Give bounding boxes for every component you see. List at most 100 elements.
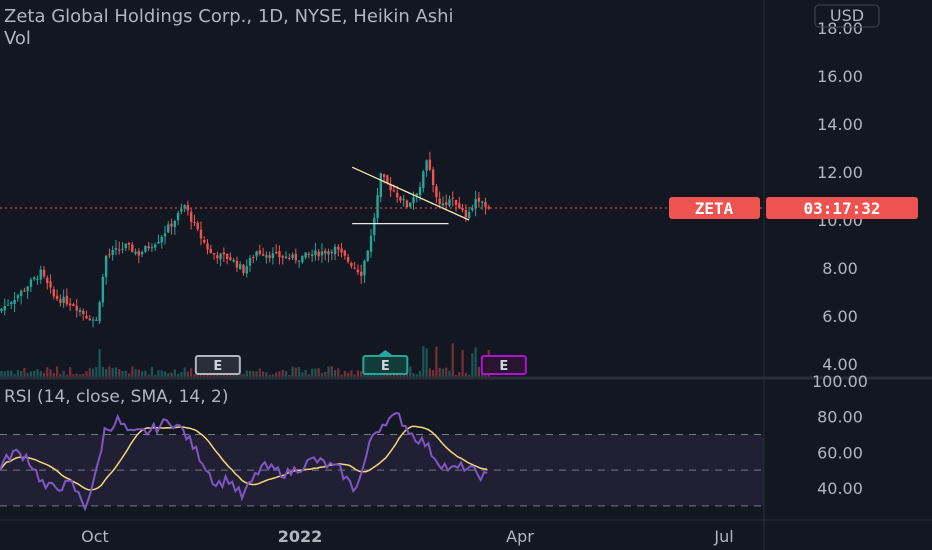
volume-bar bbox=[432, 369, 435, 377]
candle-body bbox=[65, 295, 69, 305]
candle-body bbox=[317, 251, 320, 257]
symbol-tag-label: ZETA bbox=[695, 199, 734, 218]
candle-body bbox=[379, 173, 383, 197]
volume-bar bbox=[471, 353, 474, 377]
volume-bar bbox=[409, 366, 412, 377]
volume-bar bbox=[441, 368, 445, 377]
candle-body bbox=[425, 160, 428, 171]
candle-body bbox=[448, 199, 451, 206]
volume-bar bbox=[176, 373, 180, 377]
candle-body bbox=[412, 197, 415, 203]
rsi-label: RSI (14, close, SMA, 14, 2) bbox=[4, 387, 228, 407]
candle-body bbox=[88, 318, 91, 321]
candle-body bbox=[376, 195, 379, 219]
candle-body bbox=[36, 278, 39, 280]
candle-body bbox=[248, 257, 252, 266]
candle-body bbox=[108, 254, 111, 256]
candle-body bbox=[314, 250, 317, 256]
volume-bar bbox=[131, 366, 134, 377]
candle-body bbox=[176, 213, 180, 221]
candle-body bbox=[6, 304, 10, 306]
candle-body bbox=[274, 252, 278, 254]
candle-body bbox=[389, 184, 392, 191]
earnings-marker[interactable]: E bbox=[480, 355, 527, 375]
volume-bar bbox=[288, 374, 291, 377]
earnings-marker[interactable]: E bbox=[362, 350, 409, 375]
volume-bar bbox=[62, 370, 65, 377]
candle-body bbox=[124, 243, 127, 248]
candle-body bbox=[294, 253, 297, 261]
candle-body bbox=[356, 269, 360, 273]
candle-body bbox=[95, 319, 98, 321]
candle-body bbox=[431, 169, 435, 186]
rsi-band bbox=[0, 434, 764, 507]
volume-bar bbox=[284, 370, 288, 377]
candle-body bbox=[232, 259, 235, 262]
candle-body bbox=[209, 248, 212, 253]
volume-bar bbox=[190, 368, 193, 377]
volume-bar bbox=[340, 374, 343, 377]
candle-body bbox=[104, 255, 108, 278]
time-tick-label: Jul bbox=[713, 527, 733, 546]
candle-body bbox=[114, 248, 118, 250]
candle-body bbox=[203, 240, 206, 243]
volume-bar bbox=[134, 369, 137, 377]
drawing-annotations[interactable] bbox=[0, 166, 764, 225]
volume-bar bbox=[33, 370, 36, 377]
trendline[interactable] bbox=[351, 166, 470, 221]
volume-bar bbox=[20, 370, 23, 377]
volume-bar bbox=[88, 368, 91, 377]
volume-bar bbox=[39, 371, 42, 377]
volume-bar bbox=[317, 368, 320, 377]
volume-bar bbox=[26, 372, 29, 377]
volume-bar bbox=[474, 347, 477, 377]
candle-body bbox=[239, 264, 242, 270]
price-tag[interactable]: ZETA 03:17:32 bbox=[669, 197, 918, 219]
earnings-marker[interactable]: E bbox=[194, 355, 241, 375]
volume-bar bbox=[281, 369, 284, 377]
volume-bar bbox=[412, 373, 415, 377]
candle-body bbox=[464, 209, 468, 218]
candle-body bbox=[98, 302, 101, 322]
currency-badge[interactable] bbox=[814, 4, 880, 28]
candle-body bbox=[428, 159, 432, 170]
candle-body bbox=[422, 171, 425, 189]
volume-bar bbox=[91, 368, 95, 377]
volume-bar bbox=[36, 369, 39, 377]
candle-body bbox=[255, 251, 258, 257]
symbol-tag bbox=[669, 197, 760, 219]
volume-bar bbox=[16, 370, 19, 377]
candle-body bbox=[222, 252, 226, 255]
candle-body bbox=[265, 255, 268, 258]
volume-bar bbox=[13, 373, 16, 377]
volume-bar bbox=[291, 366, 294, 377]
volume-bar bbox=[252, 371, 255, 377]
volume-bar bbox=[23, 368, 26, 377]
candle-body bbox=[199, 229, 203, 239]
price-tick-label: 12.00 bbox=[817, 163, 863, 182]
candle-body bbox=[327, 251, 330, 255]
rsi-axis[interactable]: 40.00 60.00 80.00 100.00 bbox=[812, 372, 868, 498]
volume-bar bbox=[180, 371, 183, 377]
candle-body bbox=[0, 308, 3, 311]
candle-body bbox=[82, 311, 85, 315]
volume-bar bbox=[265, 372, 268, 377]
candle-body bbox=[140, 251, 144, 255]
volume-bar bbox=[307, 374, 310, 377]
time-tick-label: Apr bbox=[506, 527, 534, 546]
candle-body bbox=[59, 299, 62, 303]
volume-bar bbox=[85, 371, 88, 377]
candle-body bbox=[320, 251, 324, 256]
time-axis[interactable]: Oct 2022 Apr Jul bbox=[81, 527, 733, 546]
volume-bar bbox=[95, 367, 98, 377]
candle-body bbox=[150, 247, 154, 249]
volume-bar bbox=[55, 366, 59, 377]
candle-body bbox=[310, 254, 314, 257]
volume-bar bbox=[173, 369, 176, 377]
candle-body bbox=[10, 302, 13, 305]
candle-body bbox=[346, 256, 350, 262]
candle-body bbox=[409, 202, 412, 207]
volume-bar bbox=[196, 374, 199, 377]
